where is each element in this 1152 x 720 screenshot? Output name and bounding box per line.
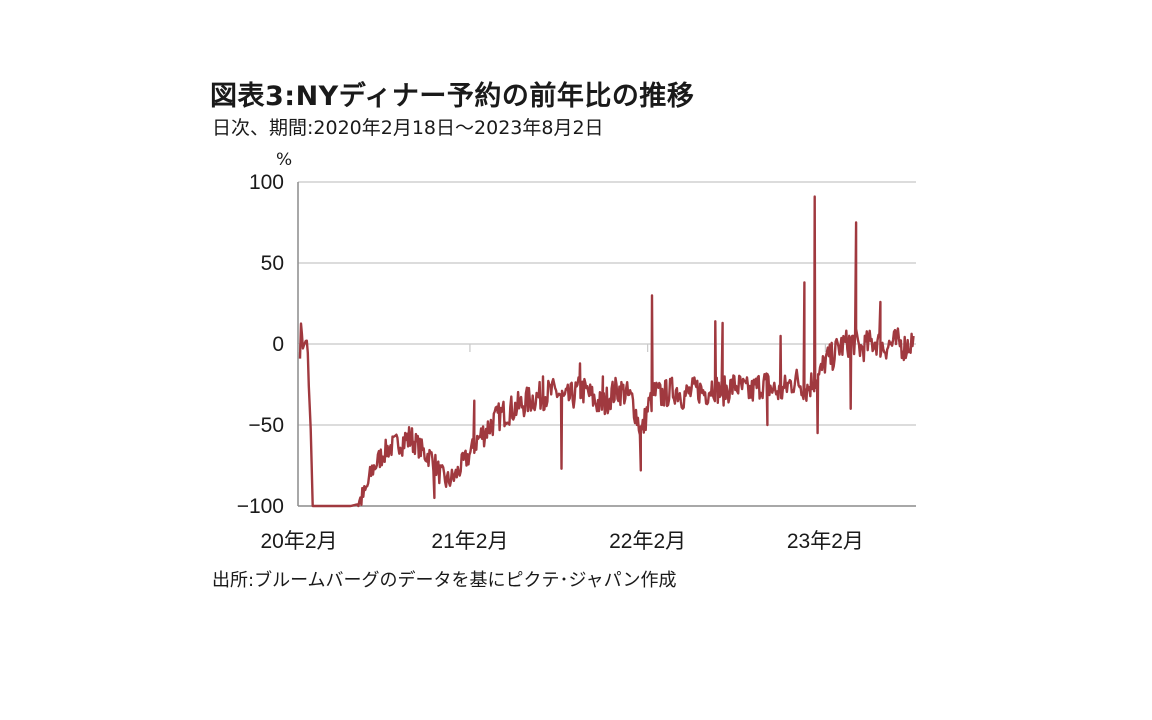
y-axis-unit: % — [276, 150, 293, 170]
grid-lines — [298, 181, 916, 426]
source-note: 出所:ブルームバーグのデータを基にピクテ･ジャパン作成 — [212, 570, 677, 591]
series-line — [298, 195, 915, 508]
chart-title: 図表3:NYディナー予約の前年比の推移 — [210, 81, 695, 112]
x-tick-label: 20年2月 — [260, 530, 337, 553]
y-tick-label: 50 — [261, 252, 284, 275]
x-tick-labels: 20年2月 21年2月 22年2月 23年2月 — [260, 530, 863, 553]
x-tick-label: 22年2月 — [609, 530, 686, 553]
y-tick-label: 0 — [272, 333, 284, 356]
y-tick-labels: 100 50 0 −50 −100 — [237, 171, 284, 518]
axes — [297, 182, 916, 507]
x-tick-label: 21年2月 — [431, 530, 508, 553]
chart-subtitle: 日次、期間:2020年2月18日～2023年8月2日 — [212, 117, 604, 139]
y-tick-label: 100 — [249, 171, 284, 194]
y-tick-label: −50 — [248, 414, 284, 437]
x-tick-label: 23年2月 — [787, 530, 864, 553]
y-tick-label: −100 — [237, 495, 284, 518]
series-group — [298, 195, 915, 508]
